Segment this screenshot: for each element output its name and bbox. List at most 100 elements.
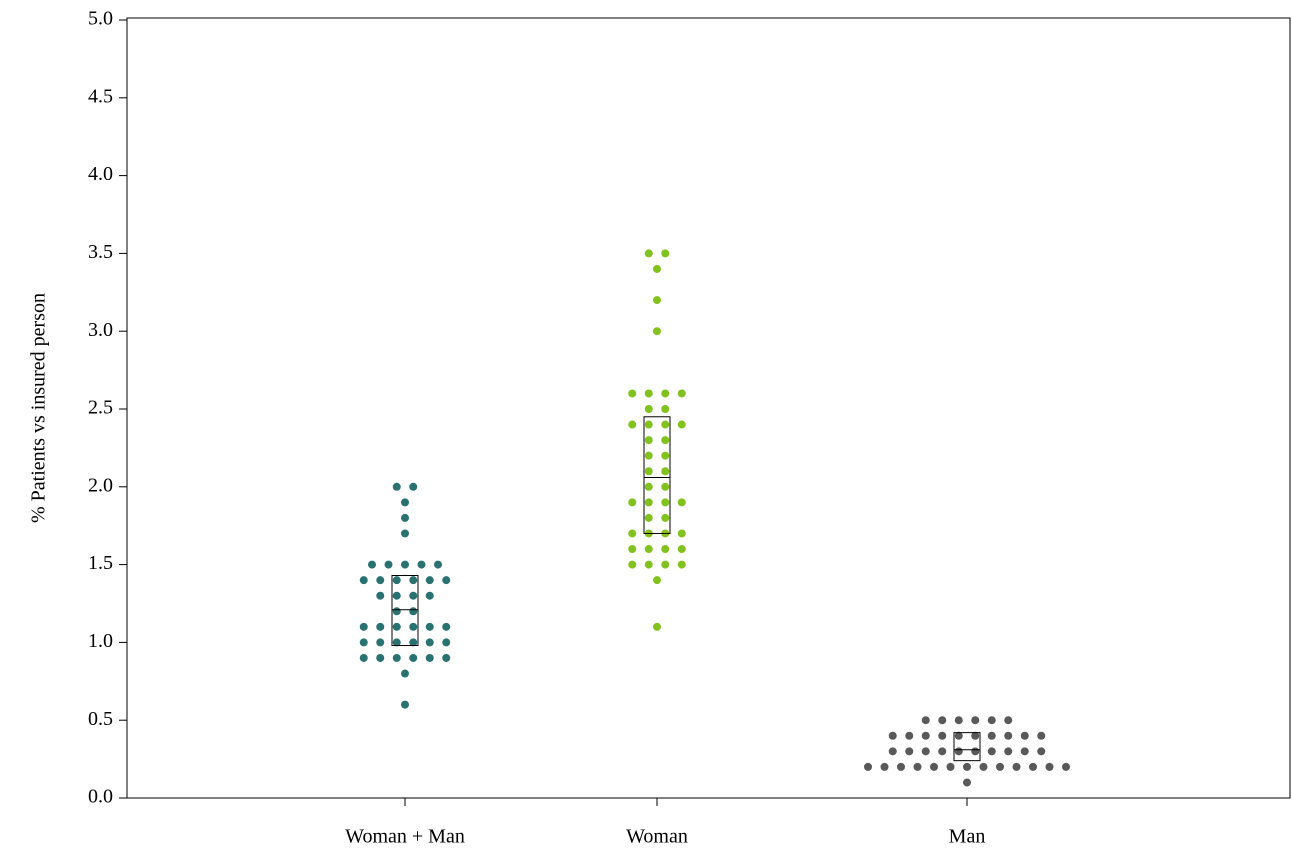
dot <box>392 653 401 662</box>
dot <box>644 420 653 429</box>
dot <box>425 576 434 585</box>
dot <box>409 653 418 662</box>
dot <box>376 622 385 631</box>
dot <box>376 591 385 600</box>
dot <box>979 762 988 771</box>
dot <box>653 576 661 585</box>
dot <box>913 762 922 771</box>
x-tick-label: Man <box>949 826 986 848</box>
dot <box>954 716 963 725</box>
dot <box>425 638 434 647</box>
dot <box>954 731 963 740</box>
dot <box>880 762 889 771</box>
dot <box>938 731 947 740</box>
dot <box>401 498 409 507</box>
dot <box>628 529 637 538</box>
dot <box>921 747 930 756</box>
dot <box>425 622 434 631</box>
dot <box>409 576 418 585</box>
y-tick-label: 4.5 <box>88 85 113 107</box>
dot <box>1004 731 1013 740</box>
dot <box>954 747 963 756</box>
dot <box>442 638 451 647</box>
dot <box>644 389 653 398</box>
y-tick-label: 0.0 <box>88 786 113 808</box>
dot <box>434 560 442 569</box>
dot <box>661 405 670 413</box>
dot <box>644 498 653 507</box>
dot <box>628 545 637 554</box>
dot <box>409 591 418 600</box>
dot <box>644 560 653 569</box>
dot <box>392 638 401 647</box>
dot <box>359 653 368 662</box>
dot <box>1012 762 1021 771</box>
dot <box>963 762 971 771</box>
y-tick-label: 1.0 <box>88 630 113 652</box>
dot <box>644 545 653 554</box>
dot <box>921 731 930 740</box>
dot <box>401 700 409 709</box>
dot <box>905 747 914 756</box>
dot <box>644 249 653 258</box>
dot <box>442 653 451 662</box>
dot <box>963 778 971 787</box>
dot <box>971 747 980 756</box>
dot <box>368 560 376 569</box>
dot <box>644 467 653 476</box>
dot <box>442 576 451 585</box>
dot <box>1029 762 1037 771</box>
dot <box>425 653 434 662</box>
dot <box>653 327 661 336</box>
dot <box>1045 762 1054 771</box>
dot <box>409 638 418 647</box>
dot <box>401 669 409 678</box>
y-tick-label: 4.0 <box>88 163 113 185</box>
dot <box>644 451 653 460</box>
dot <box>392 576 401 585</box>
dot <box>661 389 670 398</box>
dot <box>359 576 368 585</box>
dot <box>409 607 418 616</box>
y-tick-label: 5.0 <box>88 8 113 30</box>
dot <box>392 591 401 600</box>
dot <box>661 420 670 429</box>
y-tick-label: 3.0 <box>88 319 113 341</box>
dot <box>628 389 637 398</box>
dot <box>376 638 385 647</box>
dot <box>401 513 409 522</box>
dot <box>661 451 670 460</box>
dot <box>661 436 670 445</box>
dot <box>938 716 947 725</box>
dot <box>1004 747 1013 756</box>
dot <box>987 716 996 725</box>
plot-frame <box>126 17 1291 799</box>
dot <box>661 498 670 507</box>
dot <box>661 482 670 491</box>
y-tick-label: 3.5 <box>88 241 113 263</box>
dot <box>1020 747 1029 756</box>
dot <box>905 731 914 740</box>
dot <box>946 762 955 771</box>
dot <box>628 420 637 429</box>
dot <box>644 405 653 413</box>
dot <box>930 762 938 771</box>
dot <box>971 716 980 725</box>
dot <box>677 389 686 398</box>
dot <box>677 545 686 554</box>
dot <box>392 482 401 491</box>
dot <box>921 716 930 725</box>
dot <box>1062 762 1070 771</box>
dot <box>644 513 653 522</box>
dot <box>359 622 368 631</box>
y-tick-label: 2.5 <box>88 397 113 419</box>
dot <box>987 747 996 756</box>
x-tick-label: Woman + Man <box>345 826 465 848</box>
dot <box>1020 731 1029 740</box>
dot <box>897 762 905 771</box>
dot <box>888 747 897 756</box>
dot <box>1004 716 1013 725</box>
dot <box>971 731 980 740</box>
dot <box>409 622 418 631</box>
dot <box>677 529 686 538</box>
